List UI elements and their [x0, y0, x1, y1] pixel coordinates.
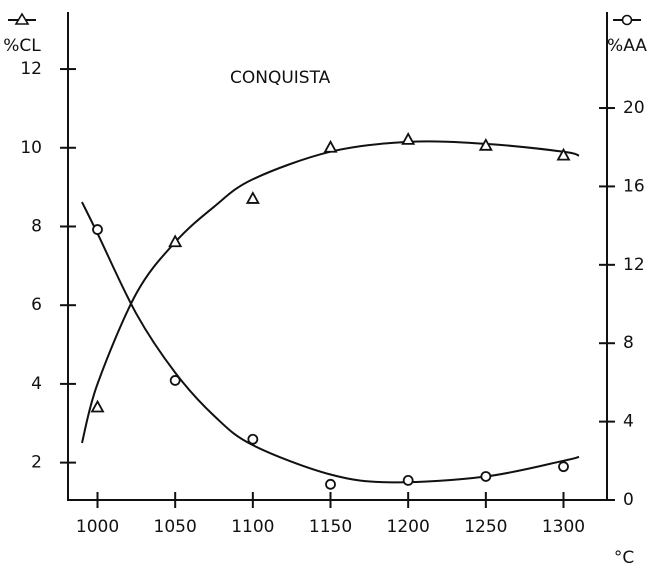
x-tick-label: 1050 — [154, 517, 197, 537]
marker — [556, 147, 571, 161]
legend-marker — [621, 14, 633, 26]
fit-curve — [81, 140, 580, 444]
y2-tick-label: 16 — [623, 176, 645, 196]
legend-marker — [14, 12, 30, 25]
marker — [558, 461, 569, 473]
marker — [92, 224, 103, 235]
marker — [247, 433, 259, 445]
marker — [401, 132, 416, 145]
y2-tick-label: 12 — [623, 255, 645, 275]
fit-curve — [81, 201, 580, 484]
y-tick-label: 4 — [31, 374, 42, 394]
marker — [169, 375, 181, 386]
marker — [480, 471, 492, 482]
x-tick-label: 1100 — [231, 517, 274, 537]
y-axis-label: %CL — [3, 36, 41, 56]
marker — [323, 139, 338, 153]
x-tick-label: 1300 — [542, 517, 585, 537]
marker — [245, 191, 260, 204]
y-tick-label: 12 — [20, 59, 42, 79]
x-tick-label: 1250 — [464, 517, 507, 537]
x-tick-label: 1000 — [76, 517, 119, 537]
y2-tick-label: 0 — [623, 490, 634, 510]
y-tick-label: 6 — [31, 295, 42, 315]
y-tick-label: 8 — [31, 216, 42, 236]
y-tick-label: 10 — [20, 138, 42, 158]
y2-axis-label: %AA — [607, 36, 647, 56]
plot-frame — [67, 12, 608, 501]
x-tick-label: 1200 — [387, 517, 430, 537]
y2-tick-label: 20 — [623, 98, 645, 118]
annotation: CONQUISTA — [230, 68, 331, 88]
x-axis-label: °C — [614, 548, 634, 568]
y2-tick-label: 8 — [623, 333, 634, 353]
y2-tick-label: 4 — [623, 412, 634, 432]
x-tick-label: 1150 — [309, 517, 352, 537]
y-tick-label: 2 — [31, 453, 42, 473]
marker — [168, 234, 183, 248]
marker — [402, 475, 414, 486]
marker — [90, 399, 105, 413]
marker — [478, 137, 493, 151]
marker — [325, 478, 336, 490]
